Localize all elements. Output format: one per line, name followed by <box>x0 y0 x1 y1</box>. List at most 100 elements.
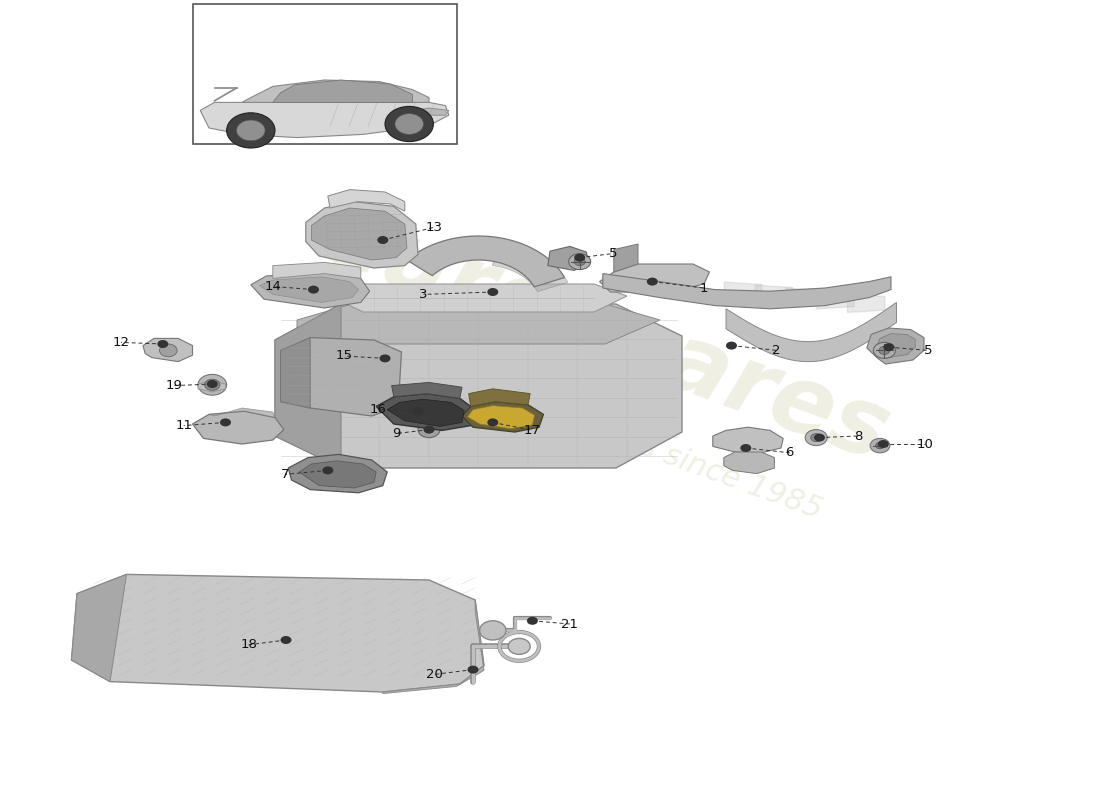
Circle shape <box>814 434 825 442</box>
Polygon shape <box>383 600 484 694</box>
Polygon shape <box>376 394 475 430</box>
Circle shape <box>574 258 585 266</box>
Text: 5: 5 <box>924 344 933 357</box>
Polygon shape <box>603 274 891 309</box>
Polygon shape <box>275 304 341 468</box>
Polygon shape <box>275 304 682 468</box>
Circle shape <box>227 113 275 148</box>
Circle shape <box>322 466 333 474</box>
Polygon shape <box>726 302 896 362</box>
Polygon shape <box>330 284 627 312</box>
Polygon shape <box>288 454 387 493</box>
Polygon shape <box>614 244 638 272</box>
Circle shape <box>377 236 388 244</box>
Text: 15: 15 <box>336 350 353 362</box>
Circle shape <box>527 617 538 625</box>
Polygon shape <box>877 334 915 358</box>
Polygon shape <box>143 338 192 362</box>
Circle shape <box>412 407 424 415</box>
Polygon shape <box>600 264 710 292</box>
Circle shape <box>425 426 433 433</box>
Circle shape <box>870 438 890 453</box>
Circle shape <box>379 354 390 362</box>
Polygon shape <box>198 381 226 392</box>
Circle shape <box>487 288 498 296</box>
Polygon shape <box>462 402 543 432</box>
Polygon shape <box>548 246 588 270</box>
Circle shape <box>873 342 895 358</box>
Text: 7: 7 <box>280 468 289 481</box>
Polygon shape <box>260 277 359 302</box>
Circle shape <box>876 442 884 449</box>
Circle shape <box>385 106 433 142</box>
Circle shape <box>647 278 658 286</box>
Circle shape <box>879 346 890 354</box>
Circle shape <box>280 636 292 644</box>
Circle shape <box>569 254 591 270</box>
Text: 8: 8 <box>854 430 862 442</box>
Polygon shape <box>72 574 484 692</box>
Circle shape <box>574 254 585 262</box>
Polygon shape <box>297 304 660 344</box>
Circle shape <box>157 340 168 348</box>
Circle shape <box>160 344 177 357</box>
Polygon shape <box>724 452 774 474</box>
Circle shape <box>198 374 227 395</box>
Polygon shape <box>407 236 564 287</box>
Polygon shape <box>493 242 568 292</box>
Polygon shape <box>192 411 284 444</box>
Polygon shape <box>867 328 924 364</box>
Text: 2: 2 <box>772 344 781 357</box>
Circle shape <box>740 444 751 452</box>
Text: 18: 18 <box>240 638 257 651</box>
Text: 12: 12 <box>112 336 130 349</box>
Polygon shape <box>299 461 376 488</box>
Bar <box>192 4 456 144</box>
Circle shape <box>487 418 498 426</box>
Polygon shape <box>280 338 402 416</box>
Polygon shape <box>280 338 310 408</box>
Text: 10: 10 <box>916 438 934 450</box>
Circle shape <box>236 120 265 141</box>
Circle shape <box>805 430 827 446</box>
Polygon shape <box>242 80 429 102</box>
Text: 17: 17 <box>524 424 541 437</box>
Text: 21: 21 <box>561 618 579 630</box>
Circle shape <box>424 426 434 434</box>
Circle shape <box>418 422 440 438</box>
Polygon shape <box>200 102 449 138</box>
Text: 1: 1 <box>700 282 708 294</box>
Polygon shape <box>273 80 412 102</box>
Polygon shape <box>328 190 405 211</box>
Circle shape <box>468 666 478 674</box>
Polygon shape <box>713 427 783 453</box>
Text: 14: 14 <box>264 280 282 293</box>
Text: 9: 9 <box>392 427 400 440</box>
Circle shape <box>207 380 218 388</box>
Circle shape <box>726 342 737 350</box>
Text: 13: 13 <box>426 221 443 234</box>
Polygon shape <box>412 108 449 115</box>
Circle shape <box>308 286 319 294</box>
Polygon shape <box>311 208 407 260</box>
Text: 16: 16 <box>370 403 387 416</box>
Circle shape <box>878 440 889 448</box>
Text: eurospares: eurospares <box>308 190 902 482</box>
Polygon shape <box>468 406 535 429</box>
Circle shape <box>220 418 231 426</box>
Polygon shape <box>306 202 418 268</box>
Text: 20: 20 <box>426 668 443 681</box>
Polygon shape <box>251 272 370 308</box>
Polygon shape <box>72 574 126 682</box>
Polygon shape <box>469 389 530 406</box>
Polygon shape <box>392 382 462 398</box>
Circle shape <box>883 343 894 351</box>
Circle shape <box>205 379 220 390</box>
Polygon shape <box>273 262 361 278</box>
Circle shape <box>811 434 822 442</box>
Text: 3: 3 <box>419 288 428 301</box>
Circle shape <box>395 114 424 134</box>
Text: a passion for parts since 1985: a passion for parts since 1985 <box>384 339 826 525</box>
Text: 5: 5 <box>608 247 617 260</box>
Polygon shape <box>387 399 464 426</box>
